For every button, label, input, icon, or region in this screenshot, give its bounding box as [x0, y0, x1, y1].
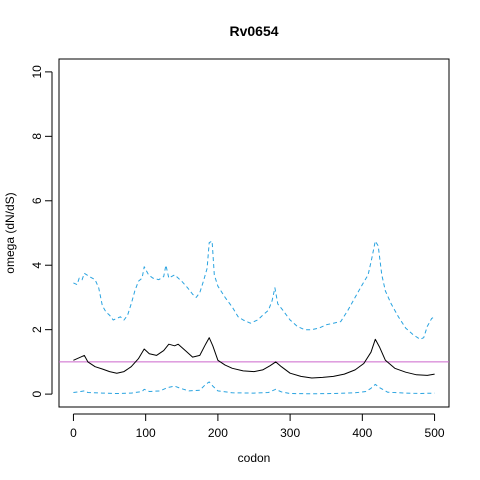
y-tick-label: 0 [30, 390, 44, 397]
x-axis-label: codon [238, 451, 271, 465]
x-tick-label: 0 [70, 426, 77, 440]
x-tick-label: 400 [352, 426, 372, 440]
series-line-2 [73, 240, 435, 340]
y-tick-label: 6 [30, 197, 44, 204]
x-tick-label: 300 [280, 426, 300, 440]
x-tick-label: 500 [425, 426, 445, 440]
chart-title: Rv0654 [229, 23, 278, 39]
x-tick-label: 100 [136, 426, 156, 440]
y-axis: 0 2 4 6 8 10 [30, 65, 53, 397]
y-tick-label: 8 [30, 133, 44, 140]
series-line-1 [73, 337, 435, 379]
y-tick-label: 10 [30, 65, 44, 79]
y-axis-label: omega (dN/dS) [3, 192, 17, 273]
plot-box [58, 58, 450, 408]
x-axis: 0 100 200 300 400 500 [70, 413, 445, 440]
series-line-3 [73, 381, 435, 395]
series-group [73, 240, 435, 395]
y-tick-label: 2 [30, 326, 44, 333]
y-tick-label: 4 [30, 262, 44, 269]
x-tick-label: 200 [208, 426, 228, 440]
